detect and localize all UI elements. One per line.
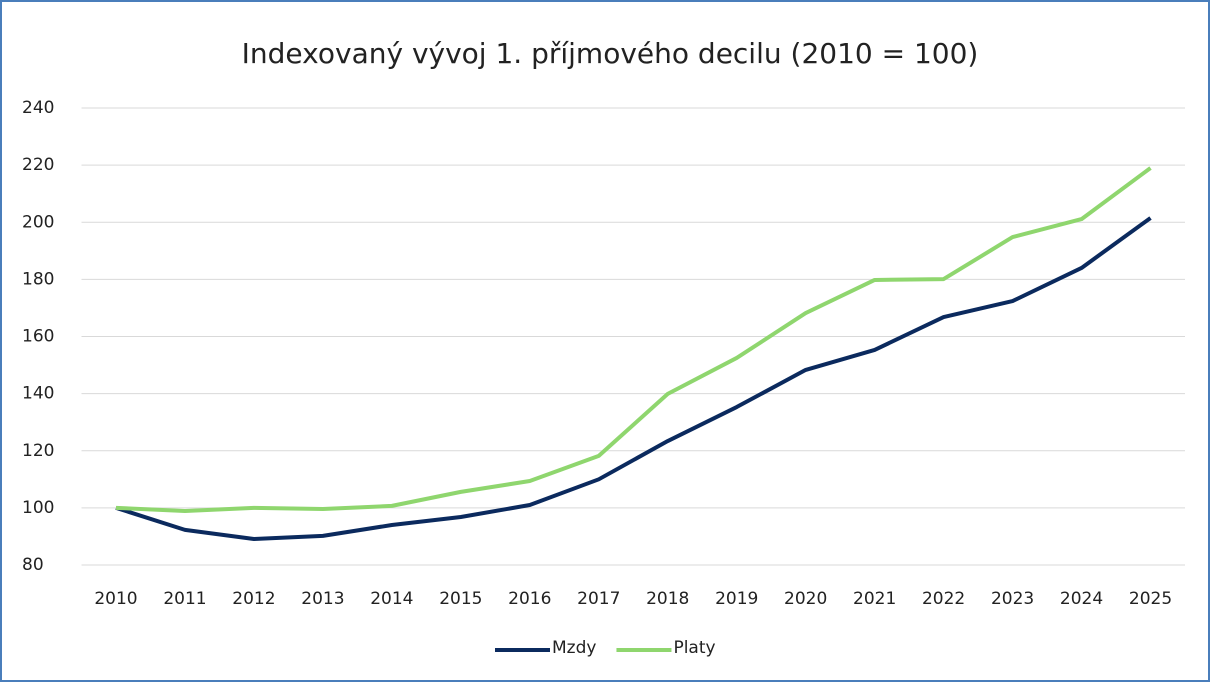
chart-title: Indexovaný vývoj 1. příjmového decilu (2… — [242, 37, 979, 70]
x-tick-label: 2017 — [577, 589, 620, 609]
x-tick-label: 2018 — [646, 589, 689, 609]
y-tick-label: 120 — [22, 441, 54, 461]
x-tick-label: 2025 — [1129, 589, 1172, 609]
y-tick-label: 160 — [22, 327, 54, 347]
x-tick-label: 2024 — [1060, 589, 1103, 609]
series-line — [115, 216, 1152, 542]
x-tick-label: 2023 — [991, 589, 1034, 609]
y-tick-label: 200 — [22, 212, 54, 232]
legend-label: Mzdy — [552, 638, 596, 658]
y-tick-label: 140 — [22, 384, 54, 404]
y-tick-label: 80 — [22, 555, 44, 575]
y-tick-label: 240 — [22, 98, 54, 118]
x-tick-label: 2019 — [715, 589, 758, 609]
legend-label: Platy — [673, 638, 715, 658]
y-tick-label: 220 — [22, 155, 54, 175]
x-tick-label: 2022 — [922, 589, 965, 609]
x-tick-label: 2010 — [94, 589, 137, 609]
x-tick-label: 2015 — [439, 589, 482, 609]
x-tick-label: 2014 — [370, 589, 413, 609]
x-tick-label: 2020 — [784, 589, 827, 609]
x-tick-label: 2013 — [301, 589, 344, 609]
x-tick-label: 2016 — [508, 589, 551, 609]
y-tick-label: 180 — [22, 269, 54, 289]
y-tick-label: 100 — [22, 498, 54, 518]
x-tick-label: 2012 — [232, 589, 275, 609]
x-tick-label: 2011 — [163, 589, 206, 609]
x-tick-label: 2021 — [853, 589, 896, 609]
series-line — [115, 166, 1152, 514]
